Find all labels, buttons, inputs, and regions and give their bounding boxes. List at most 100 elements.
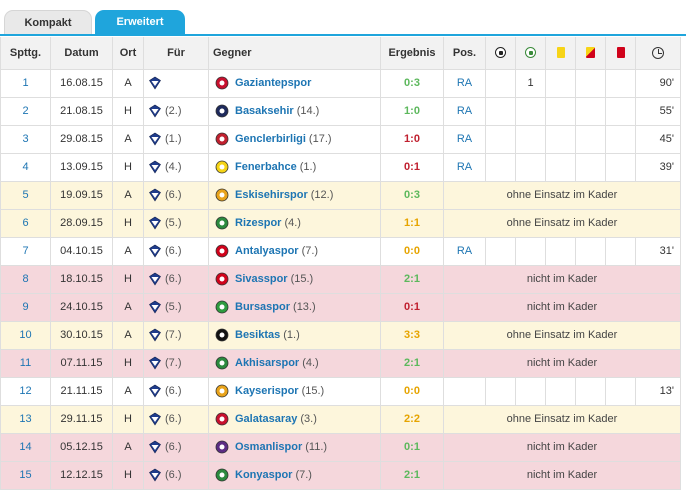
kasimpasa-crest-icon — [149, 412, 161, 426]
kasimpasa-crest-icon — [149, 468, 161, 482]
opponent-cell: Genclerbirligi (17.) — [208, 125, 381, 154]
opponent-link[interactable]: Gaziantepspor — [235, 76, 312, 89]
opponent-cell: Sivasspor (15.) — [208, 265, 381, 294]
opponent-cell: Konyaspor (7.) — [208, 461, 381, 490]
result-cell: 2:1 — [380, 349, 444, 378]
result-link[interactable]: 2:2 — [404, 413, 420, 425]
for-cell: (6.) — [143, 461, 209, 490]
matchday-link[interactable]: 6 — [22, 217, 29, 229]
for-cell: (5.) — [143, 293, 209, 322]
col-minutes[interactable] — [635, 37, 681, 70]
kasimpasa-crest-icon — [149, 328, 161, 342]
matchday-link[interactable]: 14 — [19, 441, 32, 453]
for-cell: (6.) — [143, 433, 209, 462]
col-yellow-red[interactable] — [575, 37, 606, 70]
result-cell: 2:1 — [380, 461, 444, 490]
col-opponent[interactable]: Gegner — [208, 37, 381, 70]
opponent-crest-icon — [215, 76, 229, 90]
matchday-link[interactable]: 7 — [22, 245, 29, 257]
date-cell: 12.12.15 — [50, 461, 113, 490]
matchday-link[interactable]: 9 — [22, 301, 29, 313]
kasimpasa-crest-icon — [149, 188, 161, 202]
yellow-red-card-icon — [586, 47, 595, 59]
matchday-link[interactable]: 11 — [19, 357, 32, 369]
matchday-link[interactable]: 15 — [19, 469, 32, 481]
position-cell: RA — [443, 125, 486, 154]
result-link[interactable]: 0:0 — [404, 245, 420, 257]
opponent-cell: Akhisarspor (4.) — [208, 349, 381, 378]
matchday-link[interactable]: 13 — [19, 413, 32, 425]
yellow-cell — [545, 237, 576, 266]
col-venue[interactable]: Ort — [112, 37, 144, 70]
opponent-link[interactable]: Fenerbahce — [235, 160, 297, 173]
matchday-link[interactable]: 4 — [22, 161, 29, 173]
result-link[interactable]: 0:1 — [404, 441, 420, 453]
matchday-link[interactable]: 5 — [22, 189, 29, 201]
result-link[interactable]: 0:3 — [404, 77, 420, 89]
tab-erweitert[interactable]: Erweitert — [95, 10, 185, 34]
col-red[interactable] — [605, 37, 636, 70]
opponent-cell: Besiktas (1.) — [208, 321, 381, 350]
opponent-link[interactable]: Rizespor — [235, 216, 282, 229]
opponent-cell: Bursaspor (13.) — [208, 293, 381, 322]
result-link[interactable]: 2:1 — [404, 357, 420, 369]
opponent-link[interactable]: Genclerbirligi — [235, 132, 306, 145]
date-cell: 13.09.15 — [50, 153, 113, 182]
opponent-link[interactable]: Bursaspor — [235, 300, 291, 313]
opponent-link[interactable]: Konyaspor — [235, 468, 293, 481]
result-link[interactable]: 2:1 — [404, 273, 420, 285]
result-link[interactable]: 1:1 — [404, 217, 420, 229]
position-cell: RA — [443, 69, 486, 98]
matchday-link[interactable]: 8 — [22, 273, 29, 285]
result-cell: 0:0 — [380, 377, 444, 406]
col-yellow[interactable] — [545, 37, 576, 70]
result-link[interactable]: 0:1 — [404, 301, 420, 313]
opponent-link[interactable]: Eskisehirspor — [235, 188, 308, 201]
result-link[interactable]: 0:0 — [404, 385, 420, 397]
opponent-link[interactable]: Sivasspor — [235, 272, 288, 285]
opponent-link[interactable]: Basaksehir — [235, 104, 294, 117]
result-link[interactable]: 0:1 — [404, 161, 420, 173]
tab-kompakt[interactable]: Kompakt — [4, 10, 92, 34]
matchday-link[interactable]: 10 — [19, 329, 32, 341]
opponent-link[interactable]: Akhisarspor — [235, 356, 300, 369]
col-assists[interactable] — [515, 37, 546, 70]
date-cell: 24.10.15 — [50, 293, 113, 322]
opponent-crest-icon — [215, 160, 229, 174]
yellow-red-cell — [575, 69, 606, 98]
date-cell: 16.08.15 — [50, 69, 113, 98]
opponent-link[interactable]: Antalyaspor — [235, 244, 299, 257]
opponent-crest-icon — [215, 384, 229, 398]
col-goals[interactable] — [485, 37, 516, 70]
opponent-rank: (15.) — [290, 272, 314, 285]
opponent-link[interactable]: Osmanlispor — [235, 440, 303, 453]
matchday-link[interactable]: 1 — [22, 77, 29, 89]
for-cell: (4.) — [143, 153, 209, 182]
result-link[interactable]: 1:0 — [404, 105, 420, 117]
result-link[interactable]: 2:1 — [404, 469, 420, 481]
yellow-cell — [545, 125, 576, 154]
result-cell: 2:1 — [380, 265, 444, 294]
col-result[interactable]: Ergebnis — [380, 37, 444, 70]
col-for[interactable]: Für — [143, 37, 209, 70]
col-position[interactable]: Pos. — [443, 37, 486, 70]
squad-status: ohne Einsatz im Kader — [443, 321, 681, 350]
result-cell: 3:3 — [380, 321, 444, 350]
result-link[interactable]: 0:3 — [404, 189, 420, 201]
result-link[interactable]: 3:3 — [404, 329, 420, 341]
opponent-link[interactable]: Kayserispor — [235, 384, 299, 397]
opponent-link[interactable]: Besiktas — [235, 328, 281, 341]
matchday-link[interactable]: 2 — [22, 105, 29, 117]
date-cell: 28.09.15 — [50, 209, 113, 238]
matchday-cell: 1 — [0, 69, 51, 98]
col-matchday[interactable]: Spttg. — [0, 37, 51, 70]
matchday-link[interactable]: 12 — [19, 385, 32, 397]
opponent-cell: Basaksehir (14.) — [208, 97, 381, 126]
goals-cell — [485, 125, 516, 154]
opponent-link[interactable]: Galatasaray — [235, 412, 298, 425]
result-link[interactable]: 1:0 — [404, 133, 420, 145]
kasimpasa-crest-icon — [149, 300, 161, 314]
col-date[interactable]: Datum — [50, 37, 113, 70]
matchday-link[interactable]: 3 — [22, 133, 29, 145]
opponent-crest-icon — [215, 300, 229, 314]
